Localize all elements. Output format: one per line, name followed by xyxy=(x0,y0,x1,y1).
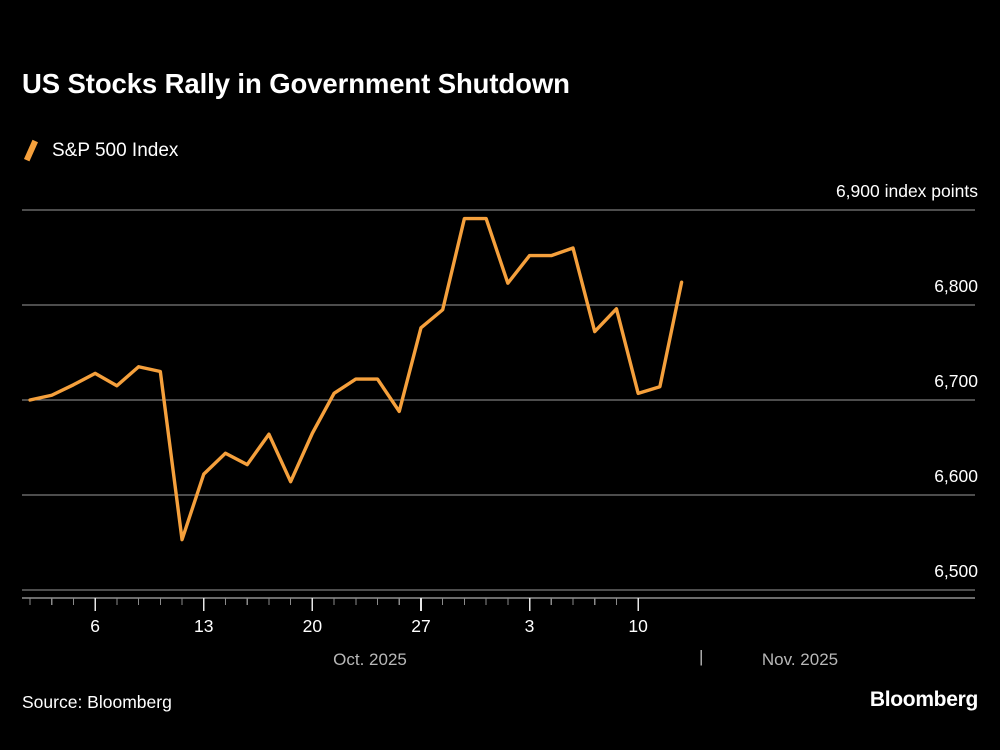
x-axis-month-label: Nov. 2025 xyxy=(761,650,839,669)
x-axis-tick-label: 3 xyxy=(524,616,535,636)
legend-item-label: S&P 500 Index xyxy=(52,139,179,161)
chart-canvas: US Stocks Rally in Government Shutdown S… xyxy=(0,20,1000,730)
y-axis-tick-label: 6,500 xyxy=(934,561,978,581)
x-axis-tick-label: 10 xyxy=(628,616,648,636)
x-axis-tick-label: 27 xyxy=(411,616,431,636)
y-axis-tick-label: 6,800 xyxy=(934,276,978,296)
y-axis-tick-label: 6,600 xyxy=(934,466,978,486)
series-line-sp500 xyxy=(28,216,684,542)
x-axis-tick-label: 6 xyxy=(90,616,101,636)
x-axis-tick-label: 13 xyxy=(194,616,214,636)
y-axis-tick-label: 6,900 index points xyxy=(835,181,978,201)
slash-marker-icon xyxy=(22,139,41,161)
plot-area xyxy=(22,209,975,611)
bloomberg-logo: Bloomberg xyxy=(869,688,978,711)
chart-legend: S&P 500 Index xyxy=(22,138,178,162)
month-separator: | xyxy=(699,647,704,666)
chart-title: US Stocks Rally in Government Shutdown xyxy=(22,68,570,99)
source-note: Source: Bloomberg xyxy=(22,692,172,712)
x-axis-month-label: Oct. 2025 xyxy=(333,650,407,669)
y-axis-tick-label: 6,700 xyxy=(934,371,978,391)
x-axis-tick-label: 20 xyxy=(302,616,323,636)
